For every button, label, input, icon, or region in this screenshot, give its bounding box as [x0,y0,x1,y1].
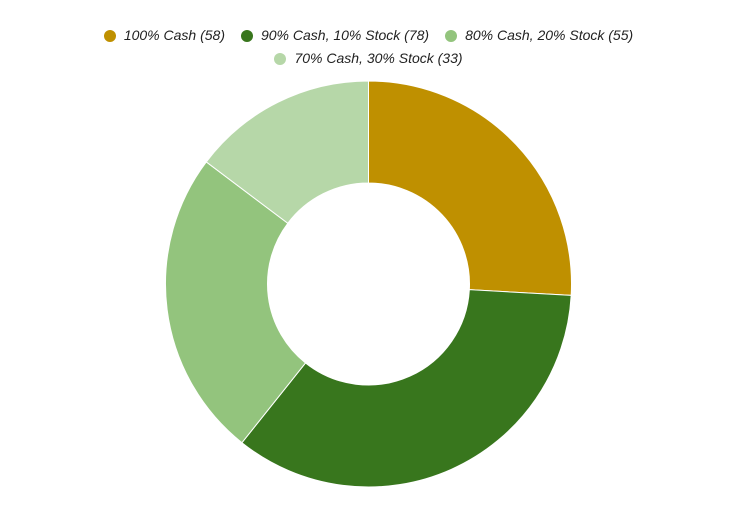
legend-swatch-80-cash [445,29,458,42]
legend-label-100-cash: 100% Cash (58) [123,27,225,43]
chart-legend: 100% Cash (58) 90% Cash, 10% Stock (78) … [0,27,737,67]
legend-label-70-cash: 70% Cash, 30% Stock (33) [294,50,463,66]
legend-item-70-cash[interactable]: 70% Cash, 30% Stock (33) [274,50,463,67]
legend-label-90-cash: 90% Cash, 10% Stock (78) [260,27,430,43]
legend-swatch-100-cash [103,29,116,42]
slice-80-cash[interactable] [165,161,307,444]
slice-100-cash[interactable] [368,80,572,296]
slice-90-cash[interactable] [241,289,572,488]
legend-row-1: 100% Cash (58) 90% Cash, 10% Stock (78) … [0,27,737,44]
legend-item-90-cash[interactable]: 90% Cash, 10% Stock (78) [240,27,430,44]
legend-swatch-90-cash [240,29,253,42]
legend-item-100-cash[interactable]: 100% Cash (58) [103,27,225,44]
legend-label-80-cash: 80% Cash, 20% Stock (55) [465,27,634,43]
slice-70-cash[interactable] [205,80,369,224]
legend-item-80-cash[interactable]: 80% Cash, 20% Stock (55) [445,27,633,44]
legend-swatch-70-cash [274,52,287,65]
donut-slices [165,80,572,488]
legend-row-2: 70% Cash, 30% Stock (33) [0,50,737,67]
